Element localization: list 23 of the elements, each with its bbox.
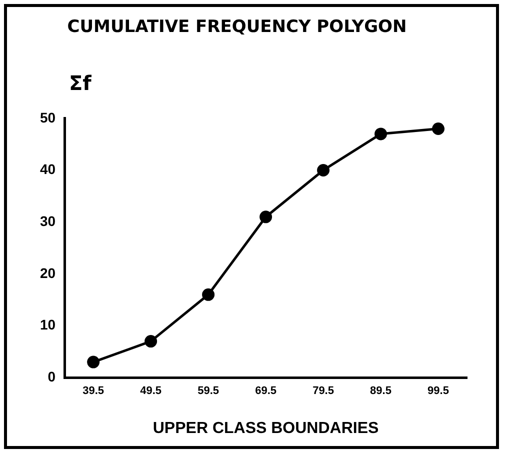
x-tick-label: 99.5 — [428, 385, 449, 398]
point — [144, 335, 158, 348]
x-tick-label: 69.5 — [255, 385, 276, 398]
point — [317, 164, 330, 176]
point — [260, 210, 272, 224]
y-tick-label: 50 — [40, 109, 56, 126]
y-tick-label: 40 — [40, 161, 56, 178]
y-tick-label: 30 — [40, 212, 56, 229]
x-tick-label: 39.5 — [82, 385, 104, 398]
y-axis-title: Σf — [69, 71, 92, 95]
x-tick-label: 49.5 — [140, 385, 162, 398]
x-tick-label: 59.5 — [198, 385, 220, 398]
x-tick-label: 89.5 — [370, 385, 392, 398]
point — [374, 128, 388, 140]
point — [87, 356, 100, 368]
point — [432, 122, 445, 136]
y-tick-label: 0 — [48, 368, 56, 384]
y-tick-label: 20 — [40, 264, 56, 281]
y-tick-label: 10 — [40, 316, 56, 333]
x-axis-title: UPPER CLASS BOUNDARIES — [152, 420, 380, 437]
point — [202, 288, 215, 301]
chart-title: CUMULATIVE FREQUENCY POLYGON — [67, 16, 407, 39]
x-tick-label: 79.5 — [312, 385, 334, 398]
